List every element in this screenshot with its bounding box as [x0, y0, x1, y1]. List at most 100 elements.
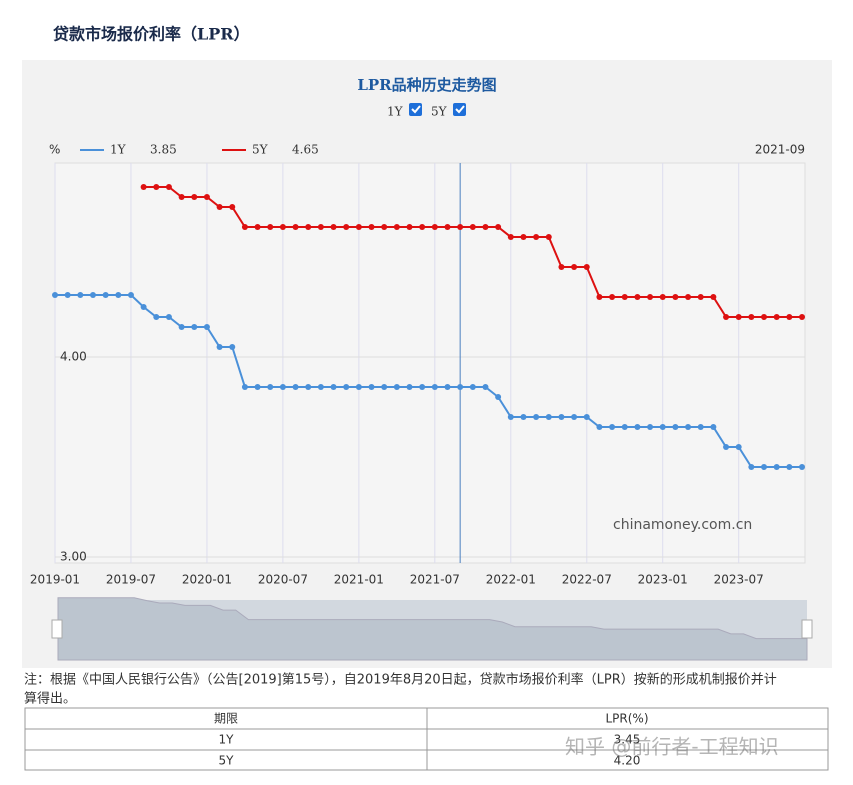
point — [609, 424, 616, 430]
point — [672, 294, 679, 300]
watermark: chinamoney.com.cn — [613, 517, 752, 533]
point — [799, 464, 805, 470]
point — [735, 314, 742, 320]
point — [571, 264, 578, 270]
x-tick-label: 2023-07 — [714, 573, 764, 587]
point — [343, 384, 350, 390]
point — [634, 424, 641, 430]
table-header: 期限 — [214, 712, 238, 726]
point — [241, 224, 248, 230]
x-tick-label: 2022-01 — [486, 573, 536, 587]
x-tick-label: 2021-07 — [410, 573, 460, 587]
point — [621, 424, 628, 430]
point — [596, 294, 603, 300]
point — [748, 464, 755, 470]
chart-title: LPR品种历史走势图 — [357, 76, 496, 94]
plot-area — [54, 162, 806, 564]
point — [558, 414, 565, 420]
point — [355, 384, 362, 390]
point — [495, 224, 502, 230]
point — [165, 314, 172, 320]
point — [229, 204, 236, 210]
point — [178, 324, 185, 330]
point — [609, 294, 616, 300]
point — [203, 324, 210, 330]
point — [178, 194, 185, 200]
nav-handle[interactable] — [801, 619, 813, 639]
point — [381, 224, 388, 230]
x-tick-label: 2023-01 — [638, 573, 688, 587]
page-title: 贷款市场报价利率（LPR） — [53, 25, 250, 44]
toggle-label: 1Y — [387, 105, 404, 119]
point — [761, 314, 768, 320]
point — [381, 384, 388, 390]
point — [254, 384, 261, 390]
point — [697, 424, 704, 430]
legend-label: 1Y — [110, 143, 127, 157]
point — [672, 424, 679, 430]
note: 算得出。 — [24, 691, 76, 707]
point — [140, 304, 147, 310]
point — [507, 414, 514, 420]
point — [558, 264, 565, 270]
point — [761, 464, 768, 470]
point — [799, 314, 805, 320]
point — [786, 314, 793, 320]
point — [419, 384, 426, 390]
point — [710, 424, 717, 430]
point — [355, 224, 362, 230]
point — [444, 384, 451, 390]
point — [596, 424, 603, 430]
point — [393, 384, 400, 390]
point — [710, 294, 717, 300]
x-tick-label: 2021-01 — [334, 573, 384, 587]
point — [533, 414, 540, 420]
point — [495, 394, 502, 400]
table-header: LPR(%) — [605, 712, 648, 726]
x-tick-label: 2022-07 — [562, 573, 612, 587]
point — [545, 234, 552, 240]
point — [191, 324, 198, 330]
point — [305, 224, 312, 230]
point — [330, 224, 337, 230]
point — [545, 414, 552, 420]
point — [368, 224, 375, 230]
point — [457, 384, 464, 390]
point — [191, 194, 198, 200]
point — [583, 414, 590, 420]
hover-value: 4.65 — [292, 143, 319, 157]
table-cell: 1Y — [219, 733, 235, 747]
checkbox[interactable] — [453, 103, 466, 116]
point — [102, 292, 109, 298]
nav-handle[interactable] — [51, 619, 63, 639]
point — [153, 184, 160, 190]
legend-label: 5Y — [252, 143, 269, 157]
plot: 2019-01 2019-07 2020-01 2020-07 2021-01 2021-… — [30, 163, 805, 587]
point — [685, 294, 692, 300]
y-tick-label: 4.00 — [60, 350, 87, 364]
checkbox[interactable] — [409, 103, 422, 116]
point — [267, 384, 274, 390]
table-grid — [24, 707, 829, 771]
point — [647, 294, 654, 300]
check-mark — [411, 105, 421, 114]
x-tick-label: 2019-01 — [30, 573, 80, 587]
point — [279, 384, 286, 390]
point — [317, 224, 324, 230]
point — [115, 292, 122, 298]
point — [659, 424, 666, 430]
point — [140, 184, 147, 190]
point — [153, 314, 160, 320]
point — [254, 224, 261, 230]
point — [444, 224, 451, 230]
check-mark — [455, 105, 465, 114]
point — [77, 292, 84, 298]
point — [406, 384, 413, 390]
overlay-watermark: 知乎 @前行者-工程知识 — [565, 735, 779, 759]
point — [216, 204, 223, 210]
point — [419, 224, 426, 230]
point — [773, 314, 780, 320]
point — [533, 234, 540, 240]
point — [89, 292, 96, 298]
